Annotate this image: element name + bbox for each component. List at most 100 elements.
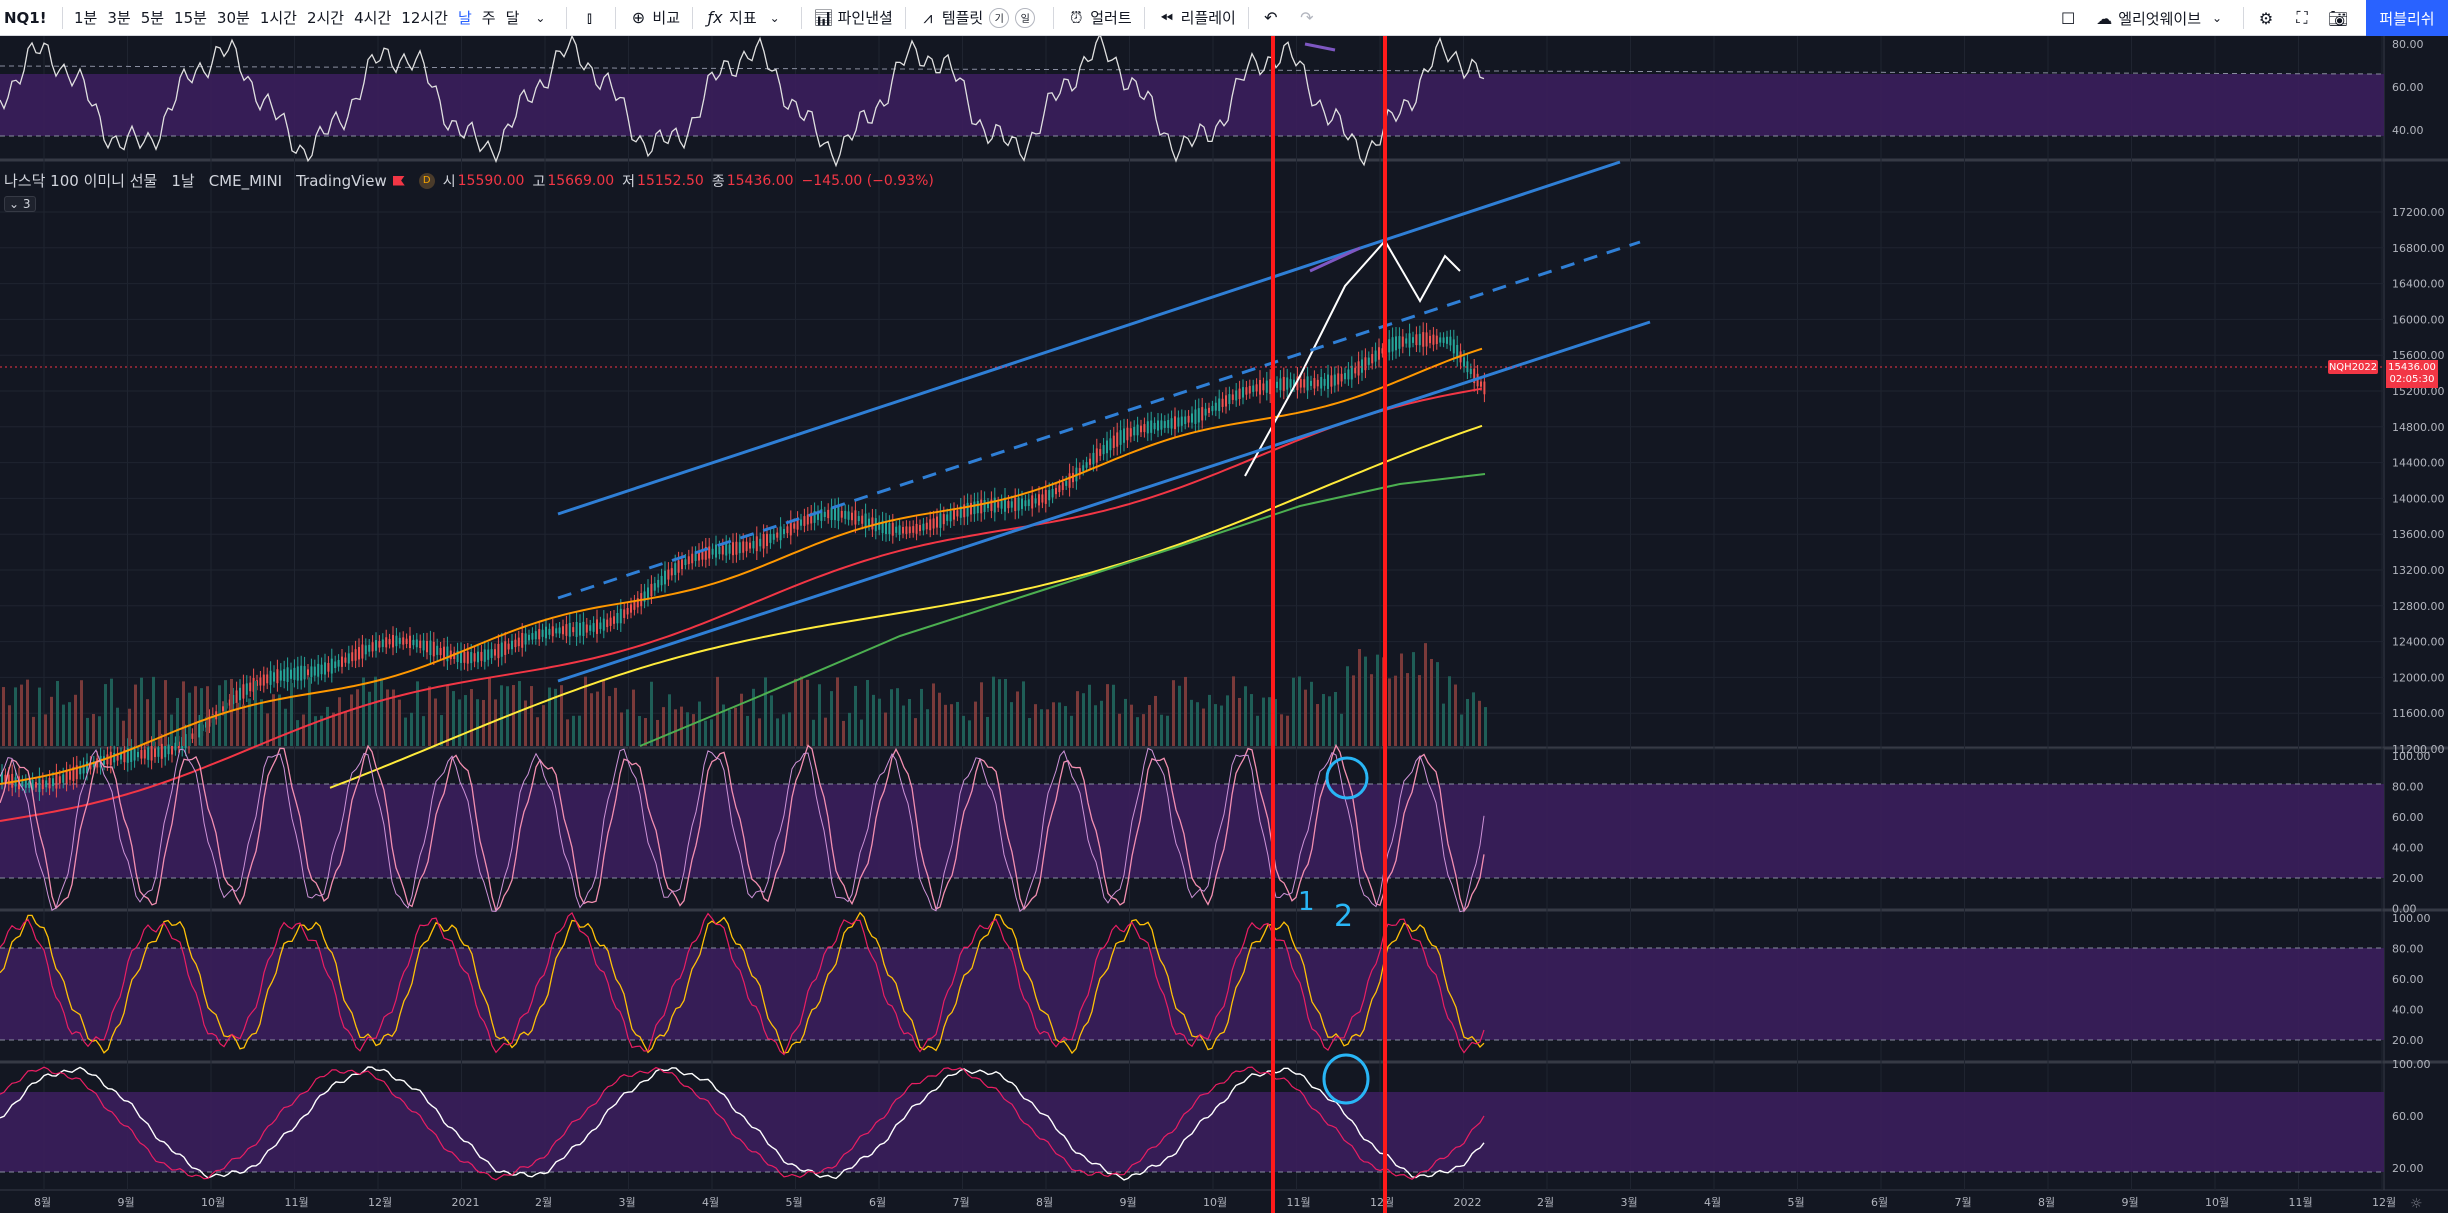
volume-bar (134, 684, 137, 746)
volume-bar (1460, 714, 1463, 746)
candle-body (524, 633, 527, 645)
interval-button[interactable]: 1시간 (259, 9, 297, 27)
candle-body (249, 682, 252, 692)
candle-body (711, 548, 714, 555)
pine-editor-button[interactable]: 📊︎ 파인낸셜 (808, 0, 899, 36)
templates-button[interactable]: ⩘ 템플릿 기 일 (912, 0, 1047, 36)
redo-button[interactable]: ↷ (1291, 0, 1327, 36)
volume-bar (470, 689, 473, 746)
interval-button[interactable]: 15분 (174, 9, 207, 27)
candle-body (262, 674, 265, 686)
stoch1-d-line (0, 747, 1485, 913)
candle-body (208, 716, 211, 727)
settings-gear-icon[interactable]: ☼ (2410, 1196, 2423, 1212)
snapshot-button[interactable]: 📷︎ (2322, 0, 2358, 36)
volume-bar (560, 685, 563, 746)
chart-type-button[interactable]: ⫾ (573, 0, 609, 36)
candle-body (830, 507, 833, 521)
chevron-down-icon: ⌄ (535, 10, 546, 25)
volume-bar (986, 716, 989, 746)
candle-body (925, 522, 928, 530)
candle-body (460, 650, 462, 664)
candle-body (704, 546, 707, 560)
candle-body (579, 622, 581, 636)
candle-body (1048, 490, 1051, 501)
symbol-search-button[interactable]: NQ1! (0, 0, 56, 36)
interval-button[interactable]: 5분 (140, 9, 165, 27)
candle-body (667, 569, 670, 580)
interval-button[interactable]: 주 (481, 9, 496, 27)
candle-body (364, 645, 367, 655)
volume-bar (1370, 674, 1373, 746)
candle-body (222, 706, 224, 712)
settings-button[interactable]: ⚙ (2250, 0, 2286, 36)
volume-bar (674, 709, 677, 746)
toolbar-divider (800, 6, 802, 29)
chart-canvas[interactable]: 8월 9월 10월 11월 12월 2021 2월 3월 4월 5월 6월 7월 8월 9월 10월 11월 1… (0, 36, 2448, 1213)
indicators-button[interactable]: ƒx 지표 ⌄ (699, 0, 795, 36)
open-label: 시 (442, 173, 456, 190)
candle-body (1446, 336, 1448, 344)
candle-body (1194, 409, 1197, 424)
candle-body (1170, 418, 1173, 429)
candle-body (657, 579, 660, 588)
candle-body (92, 761, 95, 768)
candle-body (1031, 495, 1034, 509)
volume-bar (290, 683, 293, 746)
layout-toggle-button[interactable]: ☐ (2052, 0, 2088, 36)
candle-body (806, 514, 809, 525)
template-badge[interactable]: 일 (1015, 7, 1036, 28)
template-badge[interactable]: 기 (989, 7, 1010, 28)
candle-body (834, 507, 836, 521)
interval-button[interactable]: 12시간 (401, 9, 448, 27)
price-axis-label: 15600.00 (2392, 349, 2445, 362)
candle-body (1463, 357, 1465, 367)
candle-body (820, 509, 823, 521)
candle-body (1340, 373, 1343, 382)
candle-body (1401, 336, 1404, 347)
candle-body (1313, 378, 1316, 389)
alert-button[interactable]: ⏰︎ 얼러트 (1060, 0, 1137, 36)
volume-bar (1100, 700, 1103, 746)
replay-button[interactable]: ⏪︎ 리플레이 (1151, 0, 1242, 36)
interval-button[interactable]: 2시간 (306, 9, 345, 27)
time-axis-label: 8월 (2038, 1196, 2055, 1209)
interval-button[interactable]: 1분 (74, 9, 98, 27)
candle-body (1259, 379, 1261, 395)
templates-icon: ⩘ (923, 7, 933, 27)
osc3-fast-line (0, 1066, 1485, 1181)
candle-body (1218, 398, 1221, 412)
interval-button[interactable]: 달 (505, 9, 520, 27)
candle-body (507, 643, 510, 650)
volume-bar (200, 688, 203, 746)
publish-button[interactable]: 퍼블리쉬 (2366, 0, 2448, 36)
interval-button[interactable]: 3분 (107, 9, 131, 27)
candle-body (398, 637, 401, 644)
volume-bar (512, 685, 515, 746)
candle-body (902, 526, 904, 534)
fullscreen-button[interactable]: ⛶ (2286, 0, 2322, 36)
candle-body (167, 744, 170, 755)
volume-bar (1184, 676, 1187, 746)
layout-name-button[interactable]: ☁ 엘리엇웨이브 ⌄ (2088, 0, 2237, 36)
interval-button[interactable]: 날 (457, 9, 472, 27)
candle-body (837, 506, 840, 521)
top-toolbar: NQ1! 1분 3분 5분 15분 30분 1시간 2시간 4시간 12시간 날 주 달 ⌄ ⫾ ⊕ 비… (0, 0, 2448, 36)
interval-button[interactable]: 30분 (216, 9, 250, 27)
indicator-axis-label: 60.00 (2392, 811, 2424, 824)
compare-button[interactable]: ⊕ 비교 (622, 0, 686, 36)
candle-body (1143, 424, 1146, 433)
volume-bar (464, 695, 467, 746)
candle-body (1279, 378, 1282, 391)
volume-bar (1076, 691, 1079, 746)
plus-circle-icon: ⊕ (631, 8, 646, 27)
price-axis-label: 13600.00 (2392, 528, 2445, 541)
interval-button[interactable]: 4시간 (354, 9, 392, 27)
volume-bar (326, 706, 329, 746)
indicator-collapse-button[interactable]: ⌄ 3 (4, 196, 36, 212)
candle-body (1133, 426, 1136, 436)
volume-bar (68, 702, 71, 746)
undo-button[interactable]: ↶ (1255, 0, 1291, 36)
interval-dropdown-button[interactable]: ⌄ (524, 0, 560, 36)
volume-bar (770, 695, 773, 746)
